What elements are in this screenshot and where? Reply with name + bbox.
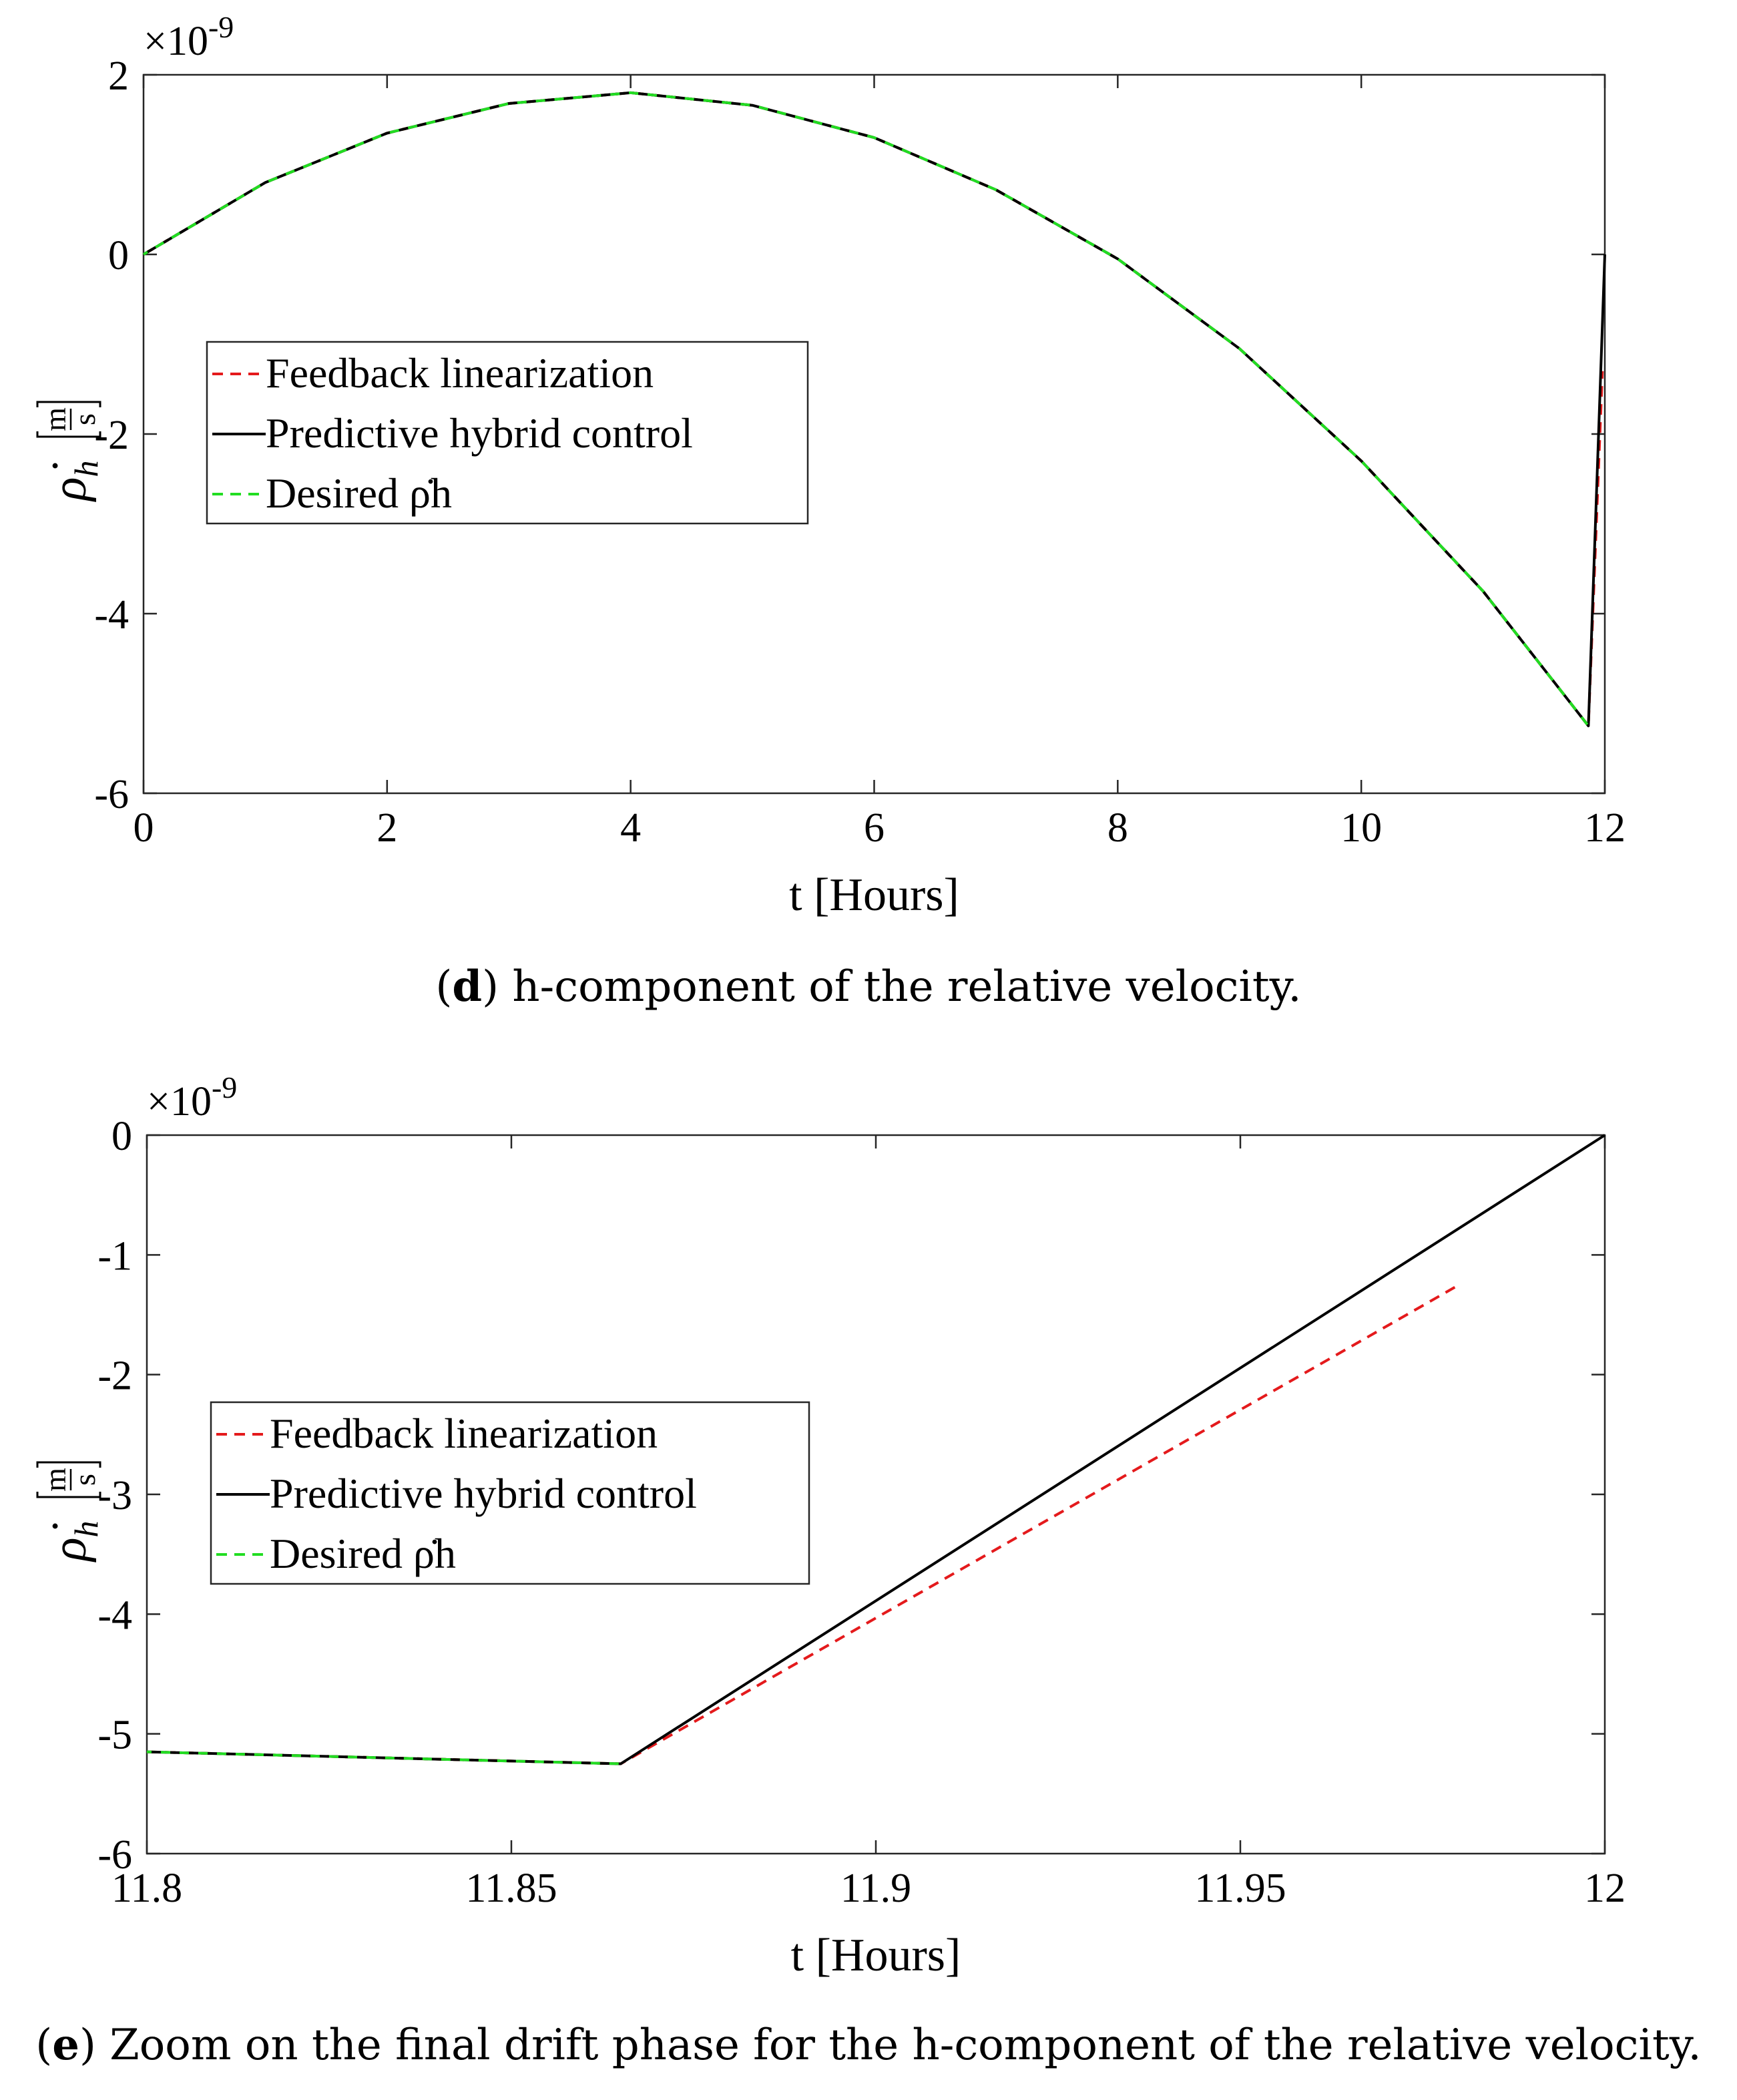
series-line-green-overlay — [146, 1750, 621, 1765]
caption-d-label: d — [452, 962, 483, 1012]
caption-e-text: Zoom on the final drift phase for the h-… — [95, 2021, 1702, 2070]
x-tick-label: 6 — [864, 805, 885, 851]
y-exponent-base: ×10 — [147, 1079, 212, 1124]
y-tick-label: -4 — [97, 1593, 132, 1638]
y-axis-unit-num: m — [38, 1468, 72, 1492]
y-tick-label: 0 — [111, 1114, 132, 1159]
legend-label: Desired ρ̇h — [266, 469, 452, 517]
series-line-black — [142, 91, 1606, 728]
y-tick-label: 2 — [108, 53, 129, 99]
y-exponent-power: -9 — [212, 1070, 237, 1104]
x-tick-label: 0 — [134, 805, 154, 851]
legend-label: Predictive hybrid control — [266, 409, 693, 457]
x-tick-label: 8 — [1107, 805, 1128, 851]
legend-label: Feedback linearization — [266, 349, 654, 397]
x-tick-label: 2 — [377, 805, 397, 851]
x-tick-label: 10 — [1340, 805, 1382, 851]
legend-box — [210, 1401, 810, 1585]
y-axis-label-symbol: ρ̇h — [42, 460, 105, 502]
y-tick-label: -5 — [97, 1713, 132, 1758]
legend-label: Desired ρ̇h — [270, 1530, 456, 1577]
y-tick-label: -2 — [97, 1353, 132, 1399]
x-tick-label: 12 — [1584, 1866, 1626, 1911]
x-tick-label: 11.85 — [465, 1866, 557, 1911]
x-axis-label: t [Hours] — [791, 1930, 961, 1981]
y-exponent-power: -9 — [208, 10, 234, 44]
chart-panel-e: 11.8 11.85 11.9 11.95 12 0 -1 -2 -3 -4 -5 -6 ×10-9 t … — [36, 1070, 1626, 1981]
y-exponent-base: ×10 — [144, 19, 208, 64]
y-axis-bracket-left — [36, 1492, 101, 1498]
y-axis-label-symbol: ρ̇h — [42, 1520, 105, 1562]
y-tick-label: 0 — [108, 233, 129, 278]
x-tick-label: 11.95 — [1194, 1866, 1286, 1911]
y-axis-unit-den: s — [67, 1474, 101, 1486]
legend: Feedback linearization Predictive hybrid … — [206, 341, 809, 525]
legend: Feedback linearization Predictive hybrid … — [210, 1401, 810, 1585]
y-axis-subscript: h — [67, 460, 105, 477]
caption-e-label: e — [52, 2020, 79, 2070]
legend-box — [206, 341, 809, 525]
y-exponent-label: ×10-9 — [144, 10, 234, 64]
caption-d: (d) h-component of the relative velocity… — [435, 962, 1302, 1012]
y-axis-label: ρ̇h ms — [36, 1461, 105, 1562]
y-tick-label: -3 — [97, 1473, 132, 1518]
y-tick-label: -6 — [94, 772, 129, 817]
x-tick-label: 12 — [1584, 805, 1626, 851]
series-line-green-overlay — [142, 91, 1589, 727]
legend-label: Predictive hybrid control — [270, 1470, 697, 1517]
x-tick-label: 11.9 — [840, 1866, 911, 1911]
x-axis-label: t [Hours] — [789, 869, 959, 921]
y-tick-label: -1 — [97, 1233, 132, 1279]
y-axis-bracket-right — [36, 1461, 101, 1468]
series-line-black — [146, 1134, 1606, 1765]
y-axis-unit-num: m — [38, 407, 72, 431]
x-tick-label: 4 — [620, 805, 641, 851]
y-axis-bracket-left — [36, 431, 101, 438]
y-axis-unit-den: s — [67, 413, 101, 425]
y-tick-label: -4 — [94, 592, 129, 638]
y-axis-bracket-right — [36, 401, 101, 407]
y-axis-subscript: h — [67, 1520, 105, 1537]
caption-d-text: h-component of the relative velocity. — [499, 962, 1302, 1012]
y-exponent-label: ×10-9 — [147, 1070, 237, 1124]
y-tick-label: -6 — [97, 1832, 132, 1878]
legend-label: Feedback linearization — [270, 1410, 658, 1457]
x-tick-label: 11.8 — [111, 1866, 182, 1911]
caption-e: (e) Zoom on the final drift phase for th… — [35, 2020, 1702, 2070]
